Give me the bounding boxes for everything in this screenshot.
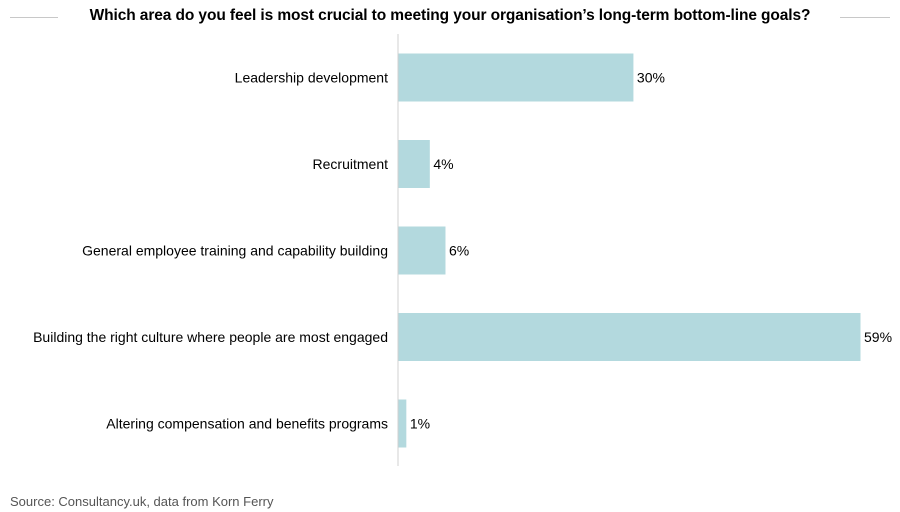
value-label-1: 4%	[433, 156, 453, 172]
chart-title: Which area do you feel is most crucial t…	[89, 7, 811, 24]
source-note: Source: Consultancy.uk, data from Korn F…	[10, 494, 274, 509]
title-rule-right	[840, 17, 890, 18]
category-label-3: Building the right culture where people …	[33, 329, 388, 345]
category-label-0: Leadership development	[235, 70, 388, 86]
value-label-2: 6%	[449, 243, 469, 259]
value-label-3: 59%	[864, 329, 892, 345]
bar-4	[398, 399, 407, 448]
category-label-2: General employee training and capability…	[82, 243, 388, 259]
value-label-4: 1%	[410, 416, 430, 432]
bar-0	[398, 53, 634, 102]
category-label-1: Recruitment	[313, 156, 389, 172]
bar-1	[398, 140, 430, 188]
chart-title-row: Which area do you feel is most crucial t…	[0, 4, 900, 30]
bar-3	[398, 313, 861, 361]
category-label-4: Altering compensation and benefits progr…	[106, 416, 388, 432]
title-rule-left	[10, 17, 58, 18]
value-label-0: 30%	[637, 70, 665, 86]
bar-2	[398, 226, 446, 275]
